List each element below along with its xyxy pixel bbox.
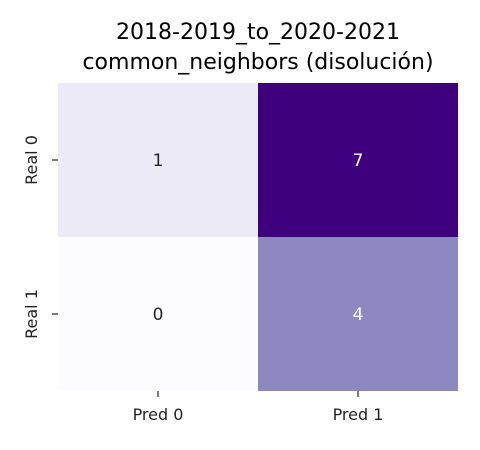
cell-value-label-r1-c0: 0 xyxy=(153,305,164,325)
heatmap-cell-r1-c1 xyxy=(258,237,458,391)
x-tick-label-0: Pred 0 xyxy=(133,405,184,424)
chart-title-line-2: common_neighbors (disolución) xyxy=(82,50,433,75)
y-axis: Real 0 Real 1 xyxy=(22,135,58,339)
heatmap-cells: 1 70 4 xyxy=(58,83,458,391)
chart-title: 2018-2019_to_2020-2021 common_neighbors … xyxy=(82,20,433,75)
heatmap-cell-r1-c0 xyxy=(58,237,258,391)
y-tick-label-0: Real 0 xyxy=(22,135,41,185)
heatmap-cell-r0-c0 xyxy=(58,83,258,237)
cell-value-label-r1-c1: 4 xyxy=(353,305,364,325)
x-axis: Pred 0 Pred 1 xyxy=(133,391,384,424)
cell-value-label-r0-c1: 7 xyxy=(353,151,364,171)
chart-title-line-1: 2018-2019_to_2020-2021 xyxy=(116,20,400,45)
y-tick-label-1: Real 1 xyxy=(22,289,41,339)
cell-value-label-r0-c0: 1 xyxy=(153,151,164,171)
x-tick-label-1: Pred 1 xyxy=(333,405,384,424)
heatmap-cell-r0-c1 xyxy=(258,83,458,237)
